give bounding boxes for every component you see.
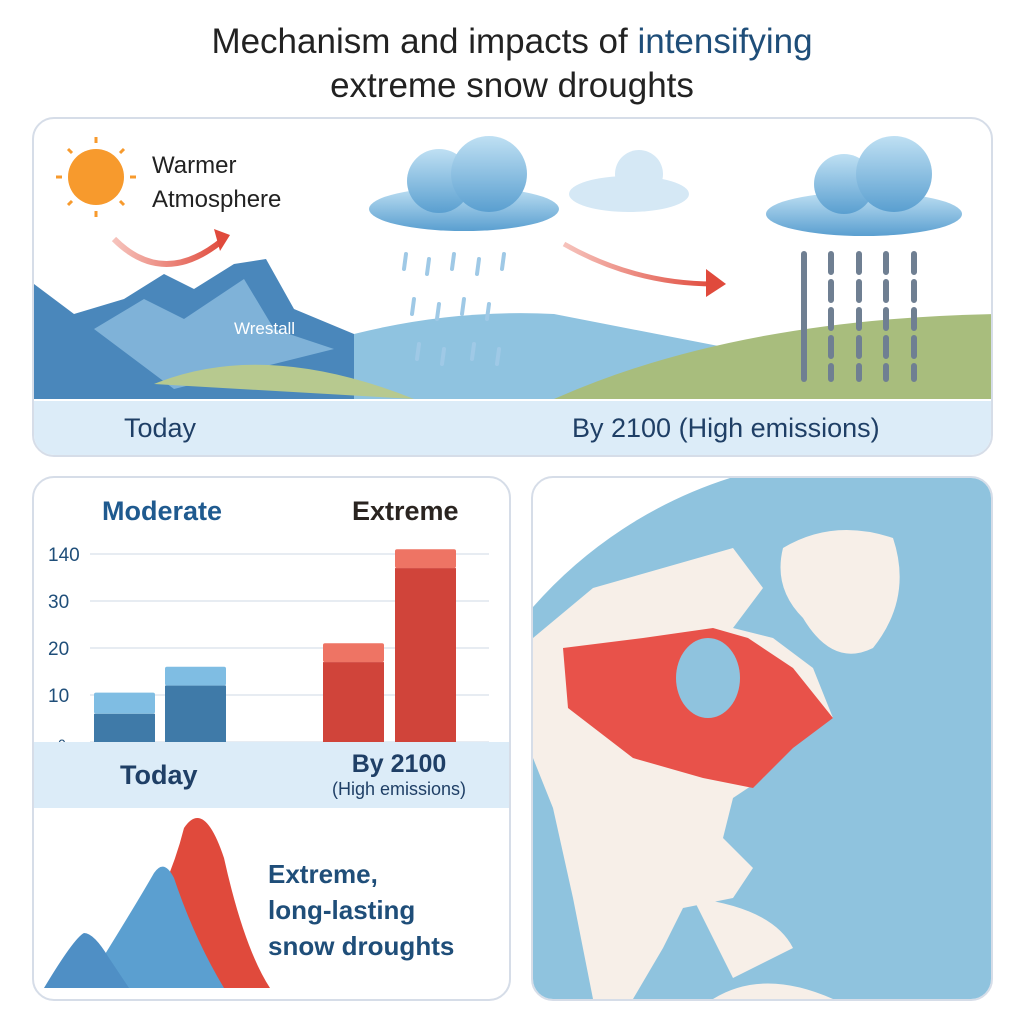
rainfall [801,251,917,382]
bar-top-segment [165,666,226,686]
future-label: By 2100 (High emissions) [572,413,880,443]
bar-top-segment [323,643,384,663]
sun-label: Warmer Atmosphere [152,149,281,217]
y-tick-label: 20 [48,639,69,660]
page-title: Mechanism and impacts of intensifying ex… [0,20,1024,108]
impact-line1: Extreme, [268,859,378,889]
bar-top-segment [395,549,456,569]
cloud-icon [369,136,559,231]
y-tick-label: 140 [48,545,80,566]
category-2100-sublabel: (High emissions) [331,779,467,799]
impact-text: Extreme, long-lasting snow droughts [268,856,454,964]
bar [94,713,155,742]
hudson-bay [676,638,740,718]
bar-chart: 0102030140 [48,545,489,752]
future-arrow [562,241,715,287]
cloud-icon [569,150,689,212]
title-highlight: intensifying [637,22,813,61]
cloud-icon [766,136,962,236]
greenland [780,530,900,654]
mechanism-panel: Warmer Atmosphere Wrestall Today By 2100… [32,117,993,457]
snowfall [402,252,506,366]
category-band [34,742,509,808]
warming-arrow [111,236,226,267]
sun-icon [56,137,136,217]
y-tick-label: 10 [48,686,69,707]
category-2100-label: By 2100 [351,750,447,778]
bar [323,662,384,742]
south-america [713,983,833,999]
map-panel [531,476,993,1001]
chart-panel: Moderate Extreme 0102030140 Today By 210… [32,476,511,1001]
impact-line3: snow droughts [268,931,455,961]
title-line1: Mechanism and impacts of [211,22,638,61]
title-line2: extreme snow droughts [330,66,694,105]
legend-moderate: Moderate [102,496,223,526]
mountain-label: Wrestall [234,319,296,338]
bar [395,568,456,742]
y-tick-label: 30 [48,592,69,613]
north-america-map [533,478,991,999]
legend-extreme: Extreme [352,496,459,526]
category-2100: By 2100 (High emissions) [304,750,494,800]
sun-label-2: Atmosphere [152,186,282,213]
category-today: Today [120,760,198,790]
today-label: Today [124,413,197,443]
mechanism-illustration [34,136,991,455]
bar-top-segment [94,692,155,714]
impact-line2: long-lasting [268,895,416,925]
central-america [693,898,793,978]
sun-label-1: Warmer [152,152,237,179]
bar [165,685,226,742]
